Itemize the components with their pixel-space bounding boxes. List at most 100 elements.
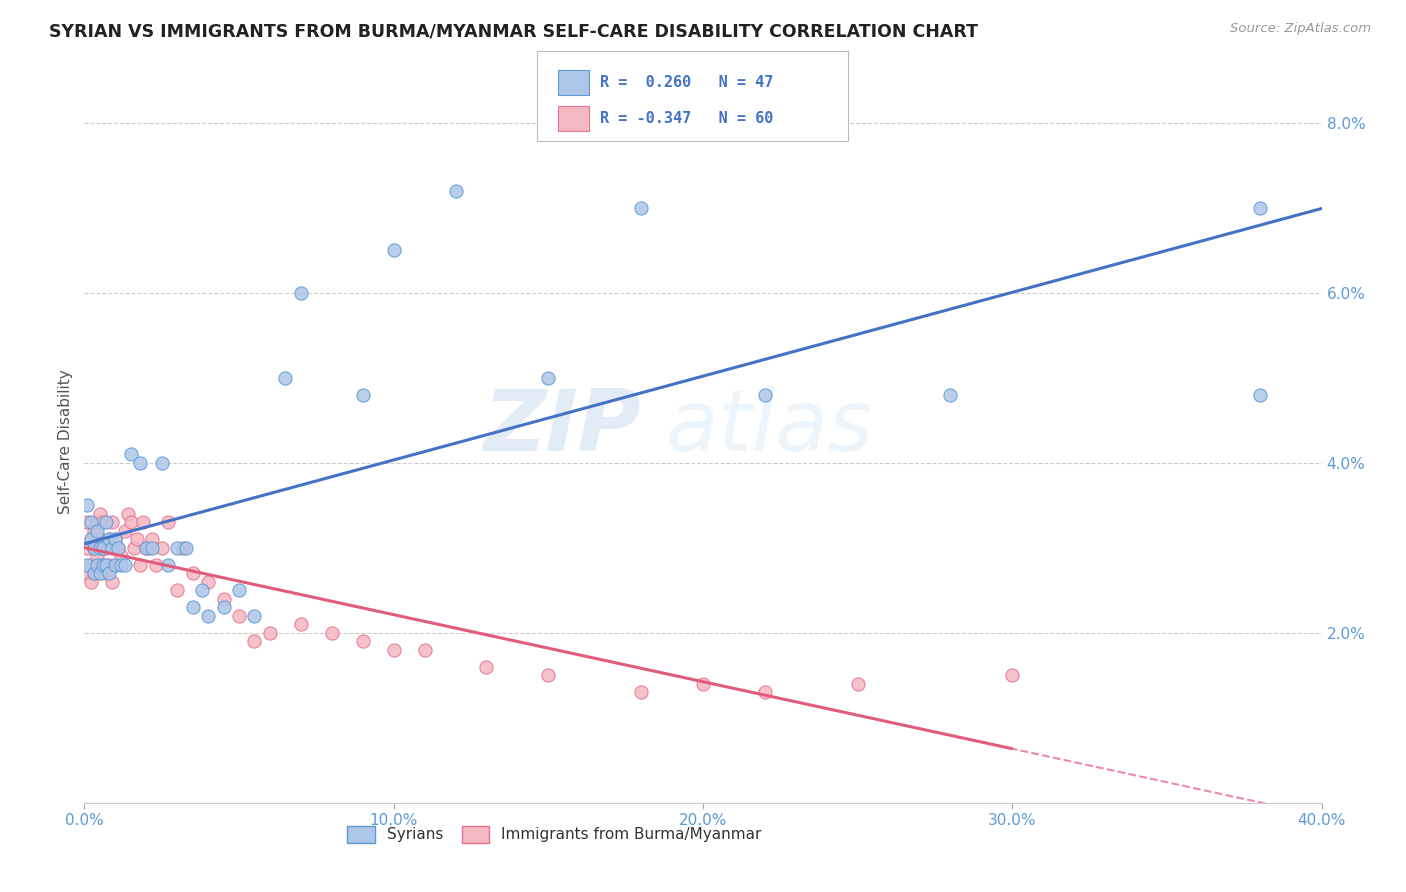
Point [89,533,111,547]
Point [94,558,117,572]
Y-axis label: Self-Care Disability: Self-Care Disability [58,369,73,514]
Point [125,533,148,547]
Point [94,516,117,530]
Text: R =  0.260   N = 47: R = 0.260 N = 47 [600,75,773,89]
Point [107,541,129,555]
Point [129,456,152,470]
Point [228,583,250,598]
Point [212,600,235,615]
Text: ZIP: ZIP [484,385,641,468]
Point [129,558,152,572]
Text: SYRIAN VS IMMIGRANTS FROM BURMA/MYANMAR SELF-CARE DISABILITY CORRELATION CHART: SYRIAN VS IMMIGRANTS FROM BURMA/MYANMAR … [49,22,979,40]
Point [79,533,101,547]
Point [228,608,250,623]
Point [86,549,108,564]
Point [89,566,111,581]
Point [243,608,266,623]
Point [83,566,105,581]
Point [104,558,127,572]
Point [321,625,343,640]
Text: Source: ZipAtlas.com: Source: ZipAtlas.com [1230,22,1371,36]
Point [120,516,142,530]
Point [382,244,405,258]
Point [290,617,312,632]
Point [630,685,652,699]
Point [110,549,132,564]
Text: atlas: atlas [666,385,875,468]
Point [79,558,101,572]
Point [138,541,160,555]
Point [537,371,560,385]
Point [846,677,869,691]
Point [101,541,124,555]
Point [352,634,374,648]
Point [754,685,776,699]
Point [692,677,714,691]
Point [352,388,374,402]
Point [413,642,436,657]
Point [89,541,111,555]
Point [98,558,121,572]
Point [86,516,108,530]
Point [89,507,111,521]
Point [274,371,297,385]
Point [86,558,108,572]
Point [79,574,101,589]
Point [117,507,139,521]
Point [537,668,560,682]
Point [83,566,105,581]
Point [176,541,198,555]
Point [166,583,188,598]
Point [107,541,129,555]
Point [156,516,179,530]
Point [754,388,776,402]
Point [166,541,188,555]
Point [150,541,173,555]
Point [76,498,98,512]
Point [156,558,179,572]
Point [135,541,157,555]
Point [181,600,204,615]
Text: R = -0.347   N = 60: R = -0.347 N = 60 [600,112,773,126]
Point [630,201,652,215]
Point [79,516,101,530]
Point [86,558,108,572]
Point [290,285,312,300]
Point [141,541,163,555]
Point [79,533,101,547]
Point [98,566,121,581]
Point [145,558,167,572]
Point [89,566,111,581]
Point [91,541,114,555]
Point [110,558,132,572]
Point [104,533,127,547]
Point [101,516,124,530]
Point [939,388,962,402]
Point [197,608,219,623]
Point [1249,201,1271,215]
Point [1001,668,1024,682]
Point [83,541,105,555]
Legend: Syrians, Immigrants from Burma/Myanmar: Syrians, Immigrants from Burma/Myanmar [342,820,768,849]
Point [76,516,98,530]
Point [181,566,204,581]
Point [94,566,117,581]
Point [83,541,105,555]
Point [98,533,121,547]
Point [83,524,105,538]
Point [150,456,173,470]
Point [91,541,114,555]
Point [122,541,145,555]
Point [114,558,136,572]
Point [98,533,121,547]
Point [91,558,114,572]
Point [76,566,98,581]
Point [132,516,155,530]
Point [1249,388,1271,402]
Point [141,533,163,547]
Point [259,625,281,640]
Point [191,583,214,598]
Point [104,533,127,547]
Point [86,524,108,538]
Point [94,541,117,555]
